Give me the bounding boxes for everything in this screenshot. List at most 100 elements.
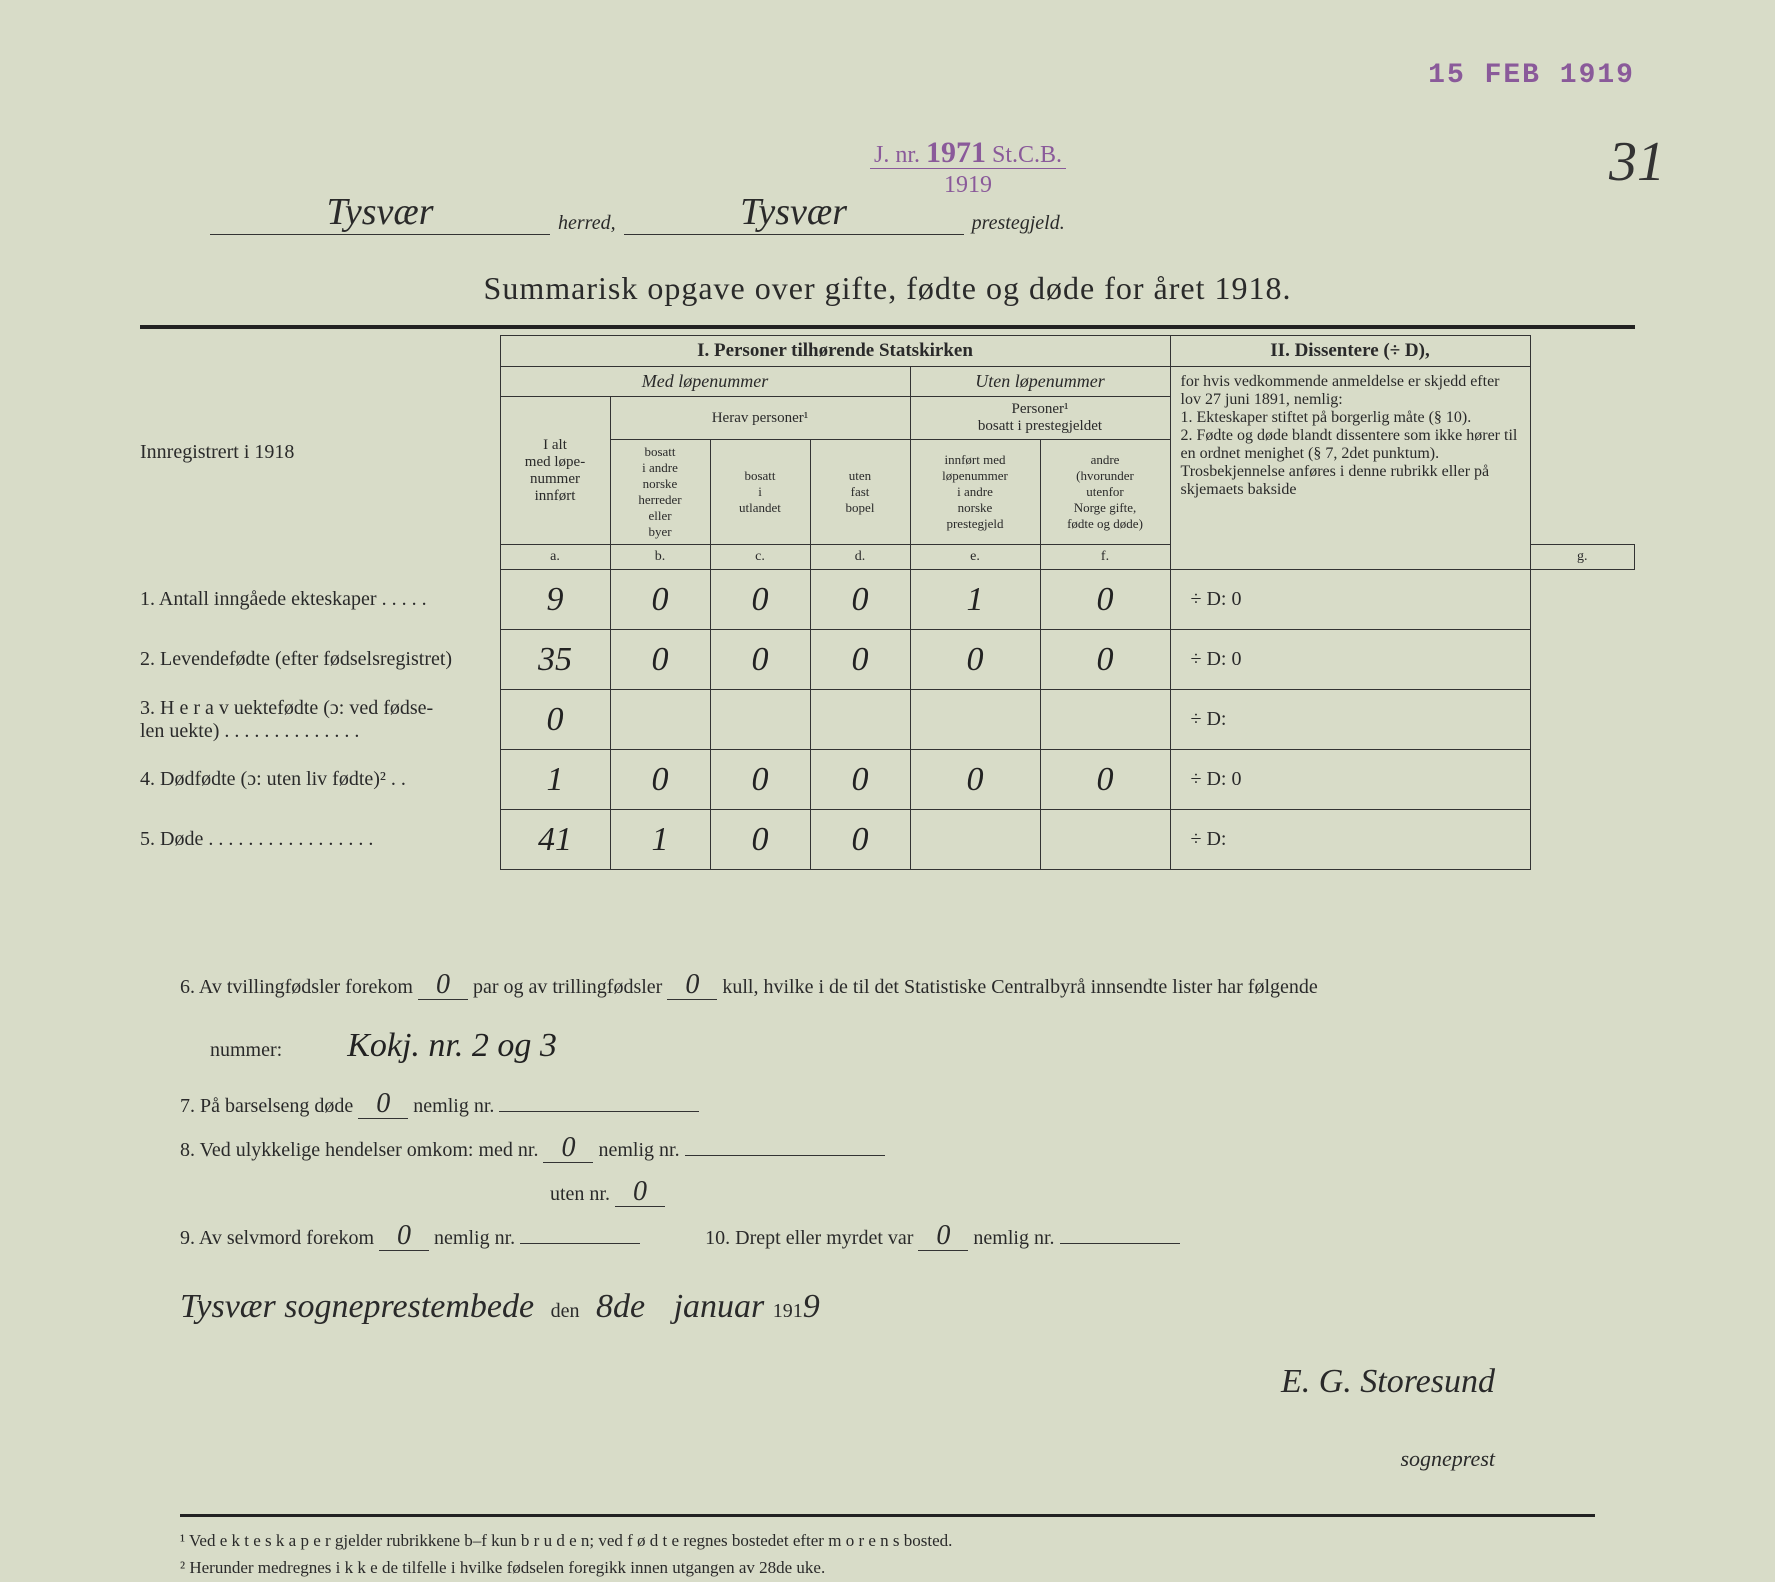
row1-d: 0 <box>810 570 910 630</box>
table-row: 4. Dødfødte (ɔ: uten liv fødte)² . . 1 0… <box>140 750 1635 810</box>
q6-handw: Kokj. nr. 2 og 3 <box>347 1027 557 1064</box>
let-d: d. <box>810 545 910 570</box>
q7: 7. På barselseng døde 0 nemlig nr. <box>180 1084 1595 1128</box>
q10-nr <box>1060 1243 1180 1244</box>
row5-b: 1 <box>610 810 710 870</box>
q7-nr <box>499 1111 699 1112</box>
row1-f: 0 <box>1040 570 1170 630</box>
row3-f <box>1040 690 1170 750</box>
jnr-suffix: St.C.B. <box>992 142 1062 168</box>
herred-label: herred, <box>558 212 616 235</box>
let-f: f. <box>1040 545 1170 570</box>
row1-label: 1. Antall inngåede ekteskaper . . . . . <box>140 570 500 630</box>
row4-label: 4. Dødfødte (ɔ: uten liv fødte)² . . <box>140 750 500 810</box>
row2-g: ÷ D: 0 <box>1170 630 1530 690</box>
row4-d: 0 <box>810 750 910 810</box>
herav-head: Herav personer¹ <box>610 397 910 440</box>
row1-a: 9 <box>500 570 610 630</box>
row3-c <box>710 690 810 750</box>
q6-tvilling: 0 <box>418 971 468 1000</box>
footnotes: ¹ Ved e k t e s k a p e r gjelder rubrik… <box>180 1527 1595 1581</box>
col-e-head: innført med løpenummer i andre norske pr… <box>910 440 1040 545</box>
row2-c: 0 <box>710 630 810 690</box>
row4-a: 1 <box>500 750 610 810</box>
row1-b: 0 <box>610 570 710 630</box>
sec1-title: I. Personer tilhørende Statskirken <box>500 336 1170 367</box>
let-a: a. <box>500 545 610 570</box>
prestegjeld-value: Tysvær <box>624 190 964 235</box>
row4-g: ÷ D: 0 <box>1170 750 1530 810</box>
sec2-title: II. Dissentere (÷ D), <box>1170 336 1530 367</box>
row3-label: 3. H e r a v uektefødte (ɔ: ved fødse- l… <box>140 690 500 750</box>
rule-bottom <box>180 1514 1595 1517</box>
col-d-head: uten fast bopel <box>810 440 910 545</box>
rule-top <box>140 325 1635 329</box>
row2-label: 2. Levendefødte (efter fødselsregistret) <box>140 630 500 690</box>
row5-g: ÷ D: <box>1170 810 1530 870</box>
signature-line: Tysvær sogneprestembede den 8de januar 1… <box>180 1270 1595 1494</box>
pers-bosatt-head: Personer¹ bosatt i prestegjeldet <box>910 397 1170 440</box>
sig-year: 9 <box>803 1288 820 1325</box>
let-e: e. <box>910 545 1040 570</box>
form-title: Summarisk opgave over gifte, fødte og dø… <box>60 270 1715 307</box>
table-row: 3. H e r a v uektefødte (ɔ: ved fødse- l… <box>140 690 1635 750</box>
q6: 6. Av tvillingfødsler forekom 0 par og a… <box>180 965 1595 1084</box>
let-b: b. <box>610 545 710 570</box>
jnr-num: 1971 <box>926 136 986 169</box>
sig-month: januar <box>674 1288 765 1325</box>
row4-c: 0 <box>710 750 810 810</box>
row3-g: ÷ D: <box>1170 690 1530 750</box>
let-g: g. <box>1530 545 1635 570</box>
table-row: 2. Levendefødte (efter fødselsregistret)… <box>140 630 1635 690</box>
col-f-head: andre (hvorunder utenfor Norge gifte, fø… <box>1040 440 1170 545</box>
uten-lope: Uten løpenummer <box>910 367 1170 397</box>
row4-e: 0 <box>910 750 1040 810</box>
q9-v: 0 <box>379 1222 429 1251</box>
q9-q10: 9. Av selvmord forekom 0 nemlig nr. 10. … <box>180 1216 1595 1260</box>
stamp-date: 15 FEB 1919 <box>1428 60 1635 91</box>
q8: 8. Ved ulykkelige hendelser omkom: med n… <box>180 1128 1595 1216</box>
jnr-prefix: J. nr. <box>874 142 920 168</box>
row3-b <box>610 690 710 750</box>
sig-name: E. G. Storesund <box>1281 1363 1495 1400</box>
row5-e <box>910 810 1040 870</box>
sig-title: sogneprest <box>1400 1446 1495 1471</box>
row5-a: 41 <box>500 810 610 870</box>
let-c: c. <box>710 545 810 570</box>
row2-f: 0 <box>1040 630 1170 690</box>
row3-e <box>910 690 1040 750</box>
row1-e: 1 <box>910 570 1040 630</box>
col-c-head: bosatt i utlandet <box>710 440 810 545</box>
sig-day: 8de <box>596 1288 645 1325</box>
sig-place: Tysvær sogneprestembede <box>180 1288 534 1325</box>
row1-g: ÷ D: 0 <box>1170 570 1530 630</box>
q7-v: 0 <box>358 1090 408 1119</box>
row4-b: 0 <box>610 750 710 810</box>
col-b-head: bosatt i andre norske herreder eller bye… <box>610 440 710 545</box>
row3-d <box>810 690 910 750</box>
q10-v: 0 <box>918 1222 968 1251</box>
q9-nr <box>520 1243 640 1244</box>
row2-d: 0 <box>810 630 910 690</box>
table-row: 1. Antall inngåede ekteskaper . . . . . … <box>140 570 1635 630</box>
table-row: 5. Døde . . . . . . . . . . . . . . . . … <box>140 810 1635 870</box>
row1-c: 0 <box>710 570 810 630</box>
herred-value: Tysvær <box>210 190 550 235</box>
below-section: 6. Av tvillingfødsler forekom 0 par og a… <box>180 965 1595 1582</box>
header-line: Tysvær herred, Tysvær prestegjeld. <box>210 190 1565 235</box>
q8-med: 0 <box>543 1134 593 1163</box>
prestegjeld-label: prestegjeld. <box>972 212 1065 235</box>
q8-uten: 0 <box>615 1178 665 1207</box>
row5-d: 0 <box>810 810 910 870</box>
page-number: 31 <box>1609 130 1665 194</box>
dissenter-text: for hvis vedkommende anmeldelse er skjed… <box>1170 367 1530 570</box>
row5-label: 5. Døde . . . . . . . . . . . . . . . . … <box>140 810 500 870</box>
row4-f: 0 <box>1040 750 1170 810</box>
col-a-head: I alt med løpe- nummer innført <box>500 397 610 545</box>
row2-e: 0 <box>910 630 1040 690</box>
row2-b: 0 <box>610 630 710 690</box>
footnote-2: ² Herunder medregnes i k k e de tilfelle… <box>180 1554 1595 1581</box>
row3-a: 0 <box>500 690 610 750</box>
footnote-1: ¹ Ved e k t e s k a p e r gjelder rubrik… <box>180 1527 1595 1554</box>
main-table: Innregistrert i 1918 I. Personer tilhøre… <box>140 335 1635 870</box>
